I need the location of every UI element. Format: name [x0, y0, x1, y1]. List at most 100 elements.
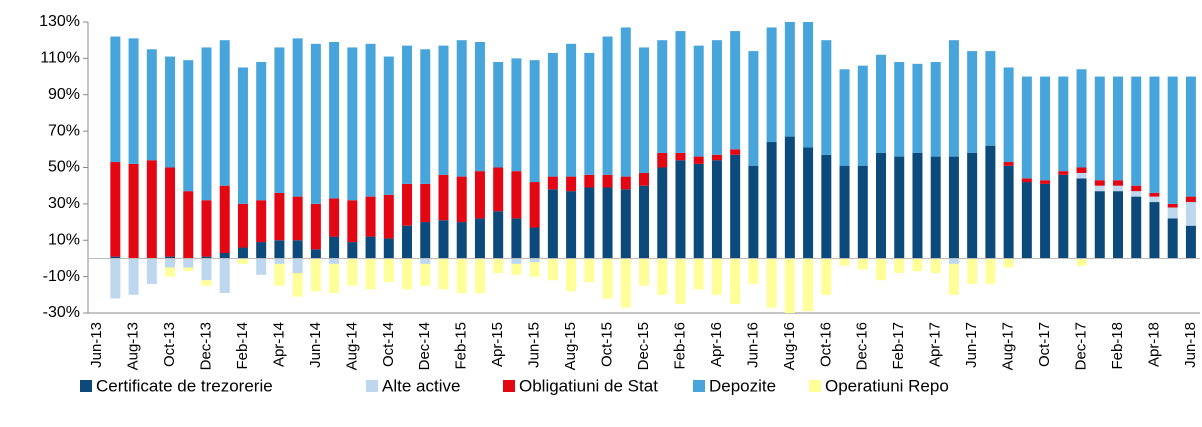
bar-segment	[493, 258, 504, 273]
y-tick-label: 130%	[39, 13, 80, 30]
bar-segment	[456, 258, 467, 293]
bar-segment	[493, 62, 504, 168]
bar-segment	[857, 65, 868, 166]
x-tick-label: Oct-16	[817, 322, 834, 367]
x-tick-label: Dec-17	[1073, 322, 1090, 370]
bar-segment	[1167, 76, 1178, 204]
bar-segment	[474, 171, 485, 219]
x-tick-label: Aug-17	[1000, 322, 1017, 370]
bar-segment	[620, 27, 631, 177]
x-tick-label: Apr-15	[489, 322, 506, 367]
bar-segment	[383, 56, 394, 195]
x-tick-label: Jun-16	[744, 322, 761, 368]
bar-segment	[292, 240, 303, 259]
bar-segment	[566, 176, 577, 192]
bar-segment	[402, 183, 413, 226]
bar-segment	[292, 272, 303, 297]
bar-segment	[675, 31, 686, 153]
x-tick-label: Aug-14	[343, 322, 360, 370]
bar-segment	[256, 62, 267, 201]
bar-segment	[1040, 180, 1051, 184]
bar-segment	[493, 167, 504, 212]
bar-segment	[219, 40, 230, 186]
bar-segment	[256, 242, 267, 259]
bar-segment	[711, 258, 722, 295]
bar-segment	[128, 163, 139, 259]
bar-segment	[219, 185, 230, 253]
bar-segment	[967, 51, 978, 153]
bar-segment	[474, 218, 485, 259]
bar-segment	[547, 176, 558, 190]
bar-segment	[839, 165, 850, 259]
bar-segment	[529, 60, 540, 183]
bar-segment	[237, 67, 248, 204]
bar-segment	[1094, 185, 1105, 192]
x-tick-label: Feb-14	[234, 322, 251, 370]
bar-segment	[693, 258, 704, 290]
bar-segment	[310, 258, 321, 292]
x-tick-label: Jun-17	[963, 322, 980, 368]
bar-segment	[365, 258, 376, 290]
bar-segment	[876, 152, 887, 259]
bar-segment	[620, 176, 631, 190]
bar-segment	[201, 200, 212, 257]
bar-segment	[274, 192, 285, 241]
bar-segment	[183, 60, 194, 192]
bar-segment	[529, 182, 540, 228]
y-tick-label: -10%	[43, 268, 80, 285]
bar-segment	[1167, 218, 1178, 259]
bar-segment	[438, 220, 449, 259]
bar-segment	[256, 200, 267, 243]
bar-segment	[894, 156, 905, 259]
bar-segment	[1185, 196, 1196, 203]
x-tick-label: Feb-17	[890, 322, 907, 370]
bar-segment	[1149, 196, 1160, 203]
bar-segment	[748, 165, 759, 259]
bar-segment	[620, 189, 631, 259]
bar-segment	[438, 45, 449, 175]
bar-segment	[1003, 258, 1014, 268]
bar-segment	[876, 54, 887, 153]
bar-segment	[110, 256, 121, 259]
bar-segment	[474, 258, 485, 293]
bar-segment	[967, 258, 978, 284]
bar-segment	[566, 191, 577, 259]
bar-segment	[292, 196, 303, 241]
x-tick-label: Oct-15	[599, 322, 616, 367]
x-tick-label: Jun-13	[88, 322, 105, 368]
bar-segment	[1021, 182, 1032, 259]
bar-segment	[894, 62, 905, 157]
bar-segment	[219, 258, 230, 293]
bar-segment	[383, 238, 394, 259]
bar-segment	[329, 42, 340, 199]
legend-label: Certificate de trezorerie	[96, 376, 273, 395]
bar-segment	[310, 249, 321, 259]
bar-segment	[420, 49, 431, 184]
bar-segment	[584, 258, 595, 283]
bar-segment	[1040, 183, 1051, 259]
x-tick-label: Jun-15	[526, 322, 543, 368]
bar-segment	[165, 167, 176, 257]
bar-segment	[766, 258, 777, 308]
bar-segment	[584, 187, 595, 259]
bar-segment	[711, 40, 722, 155]
bar-segment	[292, 38, 303, 197]
x-tick-label: Oct-13	[161, 322, 178, 367]
bar-segment	[675, 160, 686, 259]
bar-segment	[584, 174, 595, 188]
bar-segment	[365, 43, 376, 197]
bar-segment	[511, 263, 522, 275]
x-tick-label: Apr-16	[708, 322, 725, 367]
bar-segment	[547, 189, 558, 259]
bar-segment	[201, 256, 212, 259]
bar-segment	[730, 31, 741, 150]
bar-segment	[766, 142, 777, 259]
bar-segment	[237, 258, 248, 264]
bar-segment	[693, 156, 704, 164]
bar-segment	[1058, 171, 1069, 175]
x-tick-label: Dec-14	[416, 322, 433, 370]
bar-segment	[912, 152, 923, 259]
bar-segment	[165, 267, 176, 277]
bar-segment	[711, 154, 722, 161]
bar-segment	[329, 263, 340, 293]
